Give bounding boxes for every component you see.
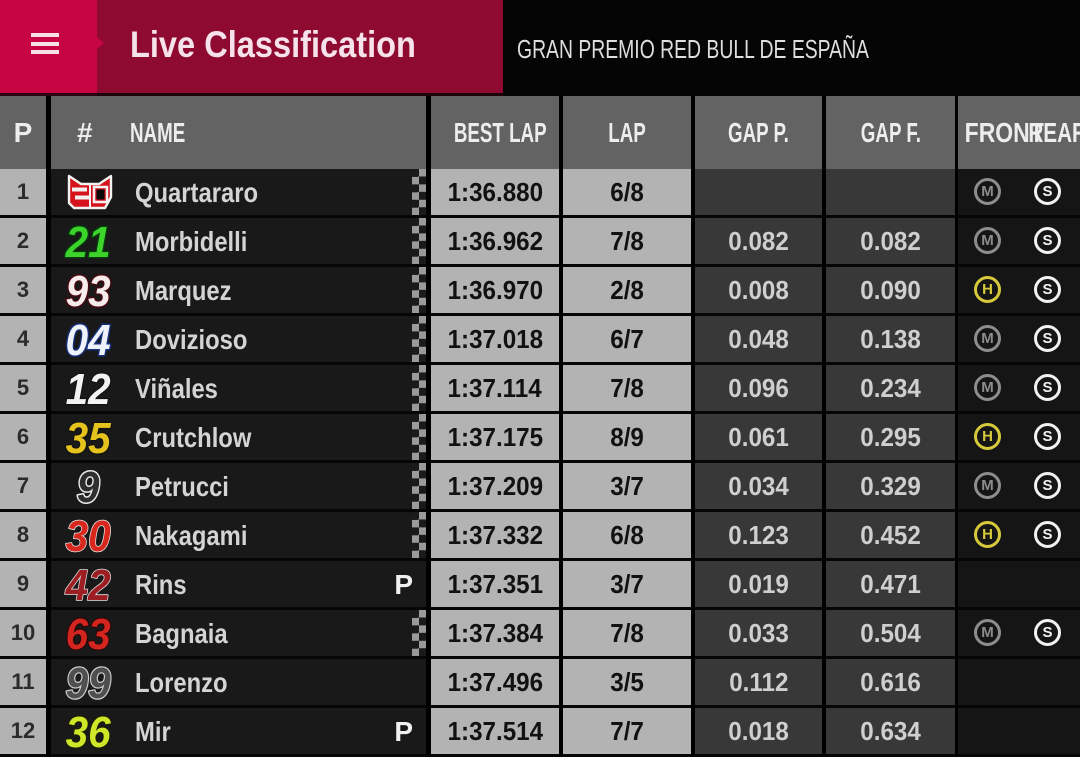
svg-text:36: 36 — [66, 708, 111, 754]
svg-text:9: 9 — [77, 463, 100, 509]
svg-text:99: 99 — [66, 659, 111, 705]
svg-text:04: 04 — [66, 316, 111, 362]
svg-text:30: 30 — [66, 512, 111, 558]
svg-text:35: 35 — [66, 414, 111, 460]
svg-text:42: 42 — [65, 561, 111, 607]
svg-text:93: 93 — [66, 267, 111, 313]
svg-text:21: 21 — [65, 218, 111, 264]
svg-text:63: 63 — [66, 610, 111, 656]
svg-text:12: 12 — [66, 365, 111, 411]
